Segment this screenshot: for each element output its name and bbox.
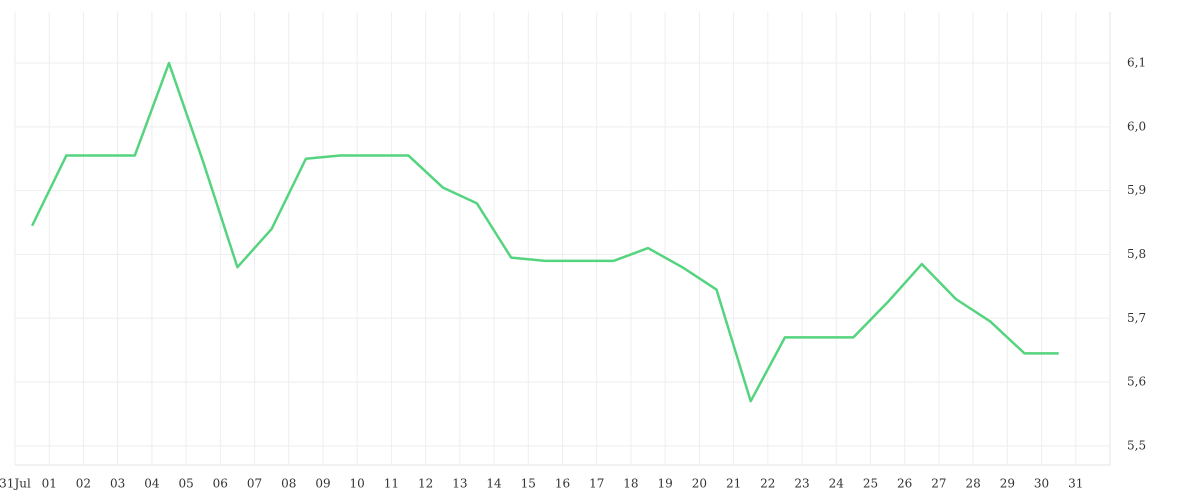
x-tick-label: 08 bbox=[281, 477, 296, 491]
x-tick-label: 01 bbox=[42, 477, 57, 491]
x-tick-label: 14 bbox=[486, 477, 502, 491]
x-tick-label: 23 bbox=[794, 477, 809, 491]
x-tick-label: 30 bbox=[1034, 477, 1049, 491]
x-tick-label: 10 bbox=[350, 477, 365, 491]
x-tick-label: 05 bbox=[178, 477, 193, 491]
x-tick-label: 12 bbox=[418, 477, 433, 491]
x-tick-label: 04 bbox=[144, 477, 160, 491]
x-tick-label: 20 bbox=[692, 477, 707, 491]
y-tick-label: 5,8 bbox=[1127, 247, 1146, 261]
x-tick-label: 31 bbox=[1068, 477, 1083, 491]
y-tick-label: 5,6 bbox=[1127, 375, 1146, 389]
x-tick-label: 25 bbox=[863, 477, 878, 491]
x-tick-label: 31Jul bbox=[0, 477, 31, 491]
y-tick-label: 6,0 bbox=[1127, 119, 1146, 133]
y-tick-label: 5,9 bbox=[1127, 183, 1146, 197]
y-tick-label: 6,1 bbox=[1127, 56, 1146, 70]
x-tick-label: 16 bbox=[555, 477, 570, 491]
x-tick-label: 03 bbox=[110, 477, 125, 491]
x-tick-label: 07 bbox=[247, 477, 262, 491]
x-tick-label: 22 bbox=[760, 477, 775, 491]
x-tick-label: 13 bbox=[452, 477, 467, 491]
x-tick-label: 19 bbox=[658, 477, 673, 491]
x-tick-label: 15 bbox=[521, 477, 536, 491]
x-tick-label: 21 bbox=[726, 477, 741, 491]
x-tick-label: 06 bbox=[213, 477, 228, 491]
y-tick-label: 5,7 bbox=[1127, 311, 1146, 325]
x-tick-label: 26 bbox=[897, 477, 912, 491]
y-tick-label: 5,5 bbox=[1127, 438, 1146, 452]
x-tick-label: 09 bbox=[315, 477, 330, 491]
x-tick-label: 28 bbox=[965, 477, 980, 491]
x-tick-label: 02 bbox=[76, 477, 91, 491]
x-tick-label: 27 bbox=[931, 477, 946, 491]
x-tick-label: 29 bbox=[1000, 477, 1015, 491]
x-tick-label: 11 bbox=[384, 477, 399, 491]
x-tick-label: 17 bbox=[589, 477, 604, 491]
x-tick-label: 24 bbox=[829, 477, 845, 491]
x-tick-label: 18 bbox=[623, 477, 638, 491]
line bbox=[30, 61, 1059, 403]
